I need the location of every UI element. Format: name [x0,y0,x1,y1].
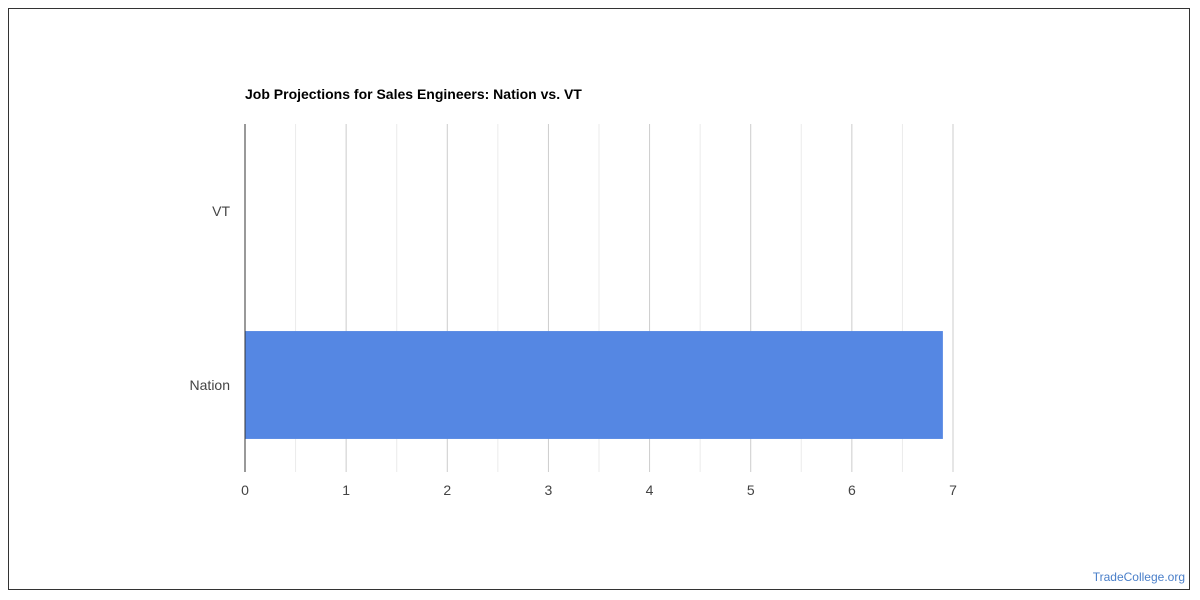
x-tick-label: 3 [545,482,553,498]
category-label-vt: VT [212,203,230,219]
x-tick-label: 5 [747,482,755,498]
x-tick-label: 7 [949,482,957,498]
x-tick-label: 6 [848,482,856,498]
chart-title: Job Projections for Sales Engineers: Nat… [245,86,582,102]
source-credit[interactable]: TradeCollege.org [1092,570,1185,584]
y-category-labels: VT Nation [190,203,231,393]
bar-nation[interactable] [245,331,943,439]
x-tick-label: 0 [241,482,249,498]
category-label-nation: Nation [190,377,230,393]
x-tick-label: 1 [342,482,350,498]
x-tick-label: 2 [443,482,451,498]
x-tick-labels: 0 1 2 3 4 5 6 7 [241,482,957,498]
bars [245,331,943,439]
x-tick-label: 4 [646,482,654,498]
